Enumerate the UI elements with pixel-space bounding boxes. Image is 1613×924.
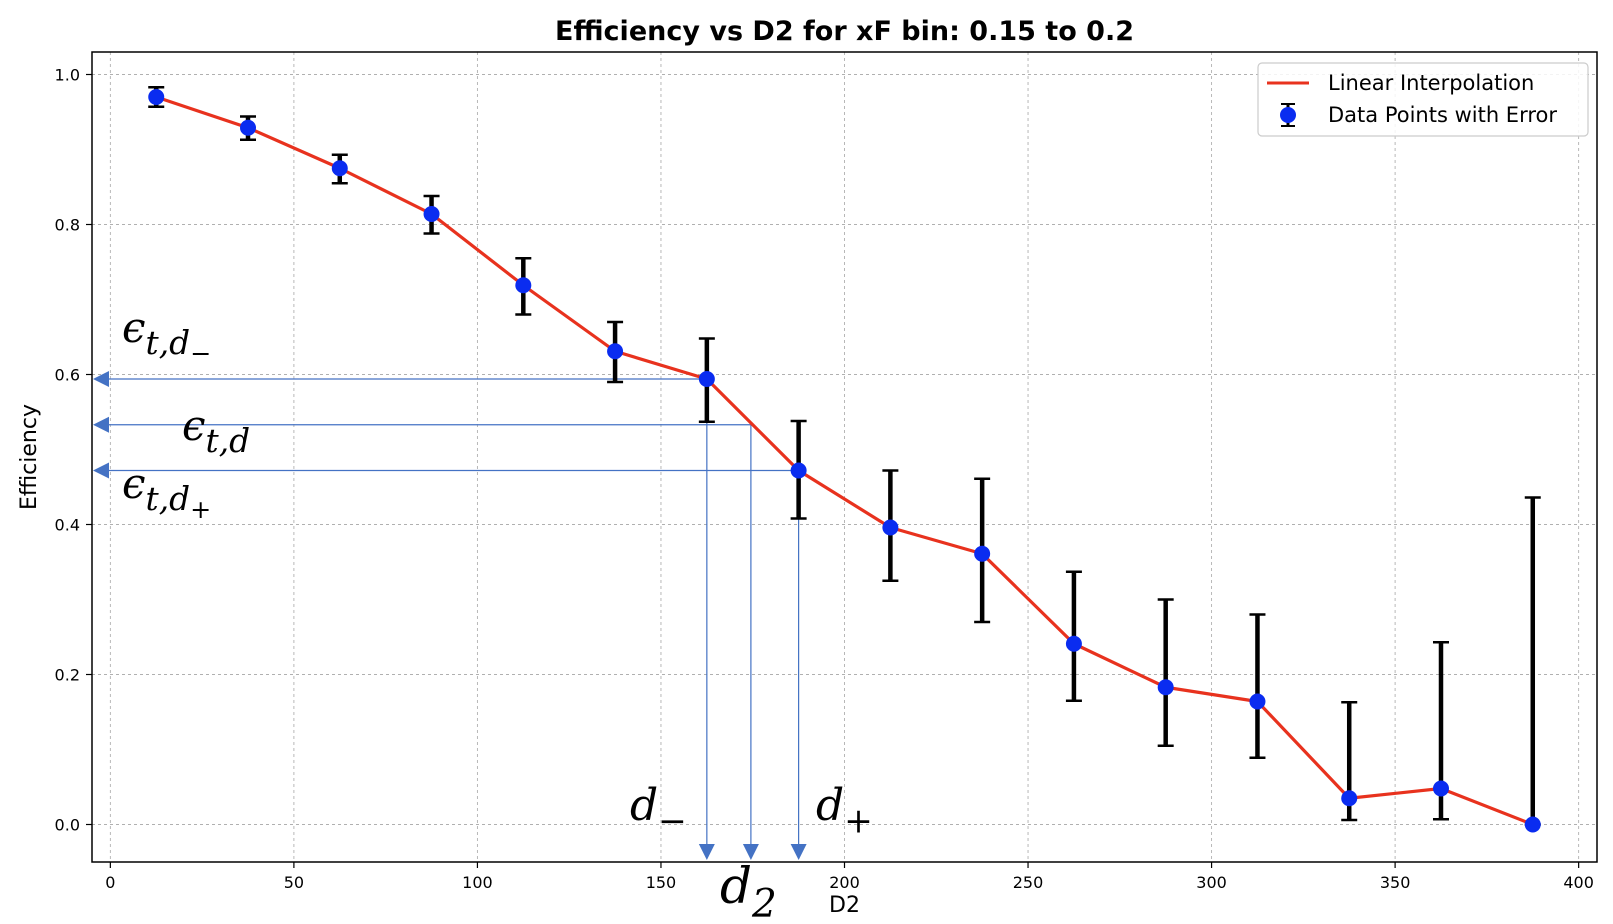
interpolation-line (155, 95, 1534, 826)
legend-label-linear: Linear Interpolation (1328, 71, 1534, 95)
y-axis-label: Efficiency (17, 404, 42, 510)
x-tick-label: 250 (1013, 873, 1044, 892)
x-tick-label: 100 (462, 873, 493, 892)
x-tick-label: 300 (1196, 873, 1227, 892)
label-d-plus: d+ (816, 780, 873, 841)
eff-d-plus-arrow-arrowhead (93, 462, 109, 479)
data-point (607, 343, 624, 360)
axis-ticks: 0 50 100 150 200 250 300 350 400 0.0 0.2 0.4 0.6 0.8 1… (55, 66, 1594, 893)
y-tick-label: 0.6 (55, 366, 80, 385)
y-tick-label: 0.8 (55, 216, 80, 235)
y-tick-label: 0.2 (55, 666, 80, 685)
label-epsilon-d-minus: ϵt,d− (122, 303, 211, 368)
eff-d-arrow-arrowhead (93, 416, 109, 433)
x-tick-label: 150 (646, 873, 677, 892)
data-point (1249, 693, 1266, 710)
chart-title: Efficiency vs D2 for xF bin: 0.15 to 0.2 (555, 16, 1134, 47)
x-tick-label: 350 (1380, 873, 1411, 892)
x-tick-label: 400 (1563, 873, 1594, 892)
data-point (331, 160, 348, 177)
label-d-minus: d− (630, 780, 687, 841)
x-tick-label: 0 (105, 873, 115, 892)
y-tick-label: 0.4 (55, 516, 80, 535)
x-tick-label: 50 (284, 873, 304, 892)
data-point (423, 206, 440, 222)
data-point (240, 119, 257, 136)
data-point (882, 519, 899, 536)
data-point (974, 545, 991, 562)
data-point (1432, 780, 1449, 797)
legend-label-points: Data Points with Error (1328, 103, 1557, 127)
legend-marker (1280, 107, 1296, 123)
annotation-lines (93, 371, 807, 860)
legend: Linear Interpolation Data Points with Er… (1257, 62, 1589, 137)
grid (92, 52, 1597, 862)
eff-d-minus-arrow-arrowhead (93, 371, 109, 387)
y-tick-label: 1.0 (55, 66, 80, 85)
legend-box (1257, 62, 1589, 137)
data-point (515, 277, 532, 294)
data-point (148, 89, 165, 105)
label-epsilon-d: ϵt,d (182, 401, 250, 460)
label-d-two: d2 (720, 857, 777, 919)
x-axis-label: D2 (829, 893, 860, 918)
label-epsilon-d-plus: ϵt,d+ (122, 459, 211, 524)
data-point (1524, 816, 1541, 833)
annotation-labels: ϵt,d− ϵt,dϵt,d+ d− d2 d+ (122, 303, 873, 924)
data-point (1157, 679, 1174, 696)
data-point (1341, 790, 1358, 807)
y-tick-label: 0.0 (55, 816, 80, 835)
d-arrow-arrowhead (742, 844, 759, 860)
data-point (1065, 635, 1082, 652)
d-minus-arrow-arrowhead (698, 844, 715, 860)
d-plus-arrow-arrowhead (790, 844, 807, 860)
x-tick-label: 200 (829, 873, 860, 892)
series-layer (148, 86, 1541, 833)
data-point (698, 371, 715, 387)
legend-errorbar-swatch (1280, 103, 1296, 127)
data-point (790, 462, 807, 479)
